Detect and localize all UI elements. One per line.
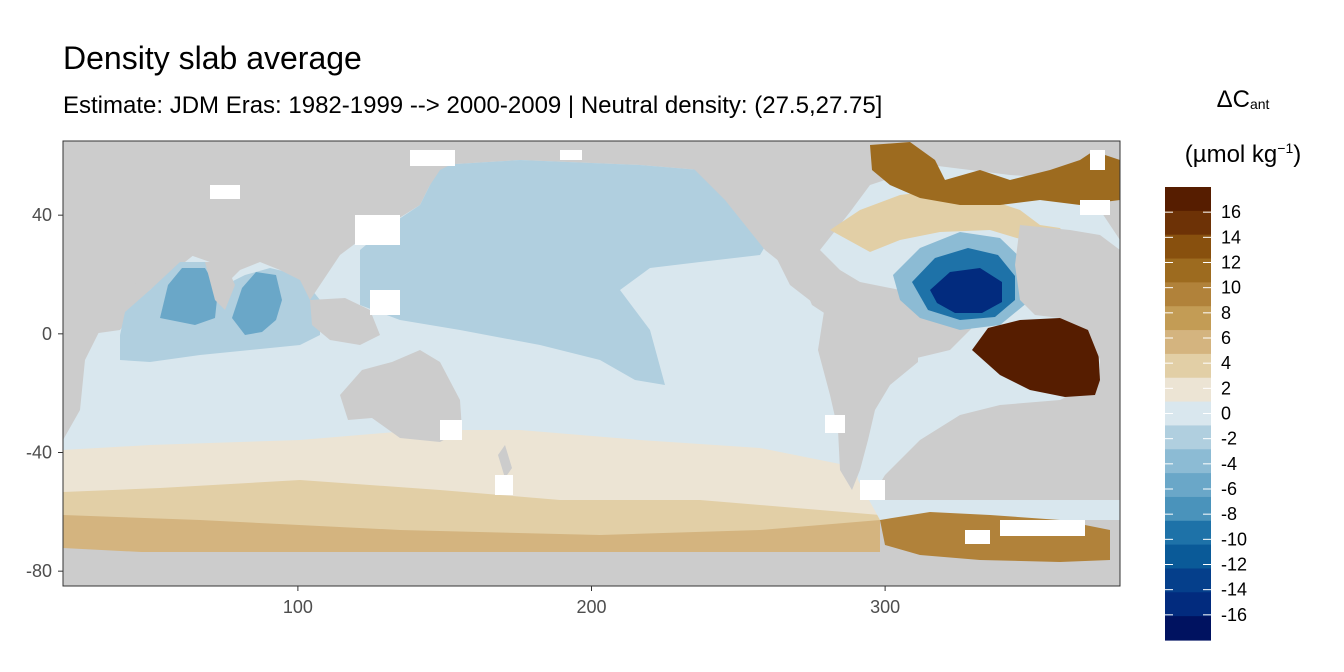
x-tick-label: 300 (870, 597, 900, 617)
north-america (680, 141, 870, 262)
missing-patch (1080, 200, 1110, 215)
legend-color-step (1165, 616, 1211, 641)
north-atlantic-band (830, 190, 1070, 252)
legend-unit: (µmol kg−1) (1168, 140, 1318, 169)
legend-unit-suffix: ) (1293, 141, 1302, 168)
europe-greenland (1000, 141, 1120, 160)
missing-patch (210, 185, 240, 199)
legend-unit-prefix: (µmol kg (1184, 141, 1278, 168)
legend-label: 12 (1221, 253, 1241, 273)
missing-patch (410, 150, 455, 166)
missing-data-patches (210, 150, 1110, 544)
indian-west-basin (160, 268, 218, 325)
missing-patch (1090, 150, 1105, 170)
north-pacific (360, 160, 775, 385)
legend-label: 10 (1221, 278, 1241, 298)
legend-color-step (1165, 187, 1211, 212)
legend-color-step (1165, 425, 1211, 450)
x-tick-label: 100 (283, 597, 313, 617)
legend-unit-superscript: −1 (1277, 140, 1294, 156)
x-tick-label: 200 (576, 597, 606, 617)
legend-label: 2 (1221, 378, 1231, 398)
legend-color-step (1165, 210, 1211, 236)
east-atlantic-positive (972, 318, 1100, 397)
continents (63, 141, 1120, 586)
legend-color-step (1165, 568, 1211, 593)
legend-color-step (1165, 282, 1211, 307)
southeast-asia-islands (310, 298, 380, 345)
legend-label: -14 (1221, 580, 1247, 600)
legend-color-step (1165, 592, 1211, 617)
legend-label: 8 (1221, 303, 1231, 323)
missing-patch (1000, 520, 1085, 536)
indian-east-basin (232, 272, 282, 335)
y-tick-label: 0 (42, 324, 52, 344)
australia (340, 350, 462, 442)
legend-label: -16 (1221, 605, 1247, 625)
legend-label: 16 (1221, 202, 1241, 222)
legend-color-step (1165, 330, 1211, 355)
north-atlantic-high (870, 142, 1120, 205)
legend-color-step (1165, 449, 1211, 474)
india-peninsula (205, 262, 235, 310)
missing-patch (370, 290, 400, 315)
africa-east (1015, 225, 1120, 410)
plot-subtitle: Estimate: JDM Eras: 1982-1999 --> 2000-2… (63, 92, 883, 119)
color-legend: 16 14 12 10 8 6 4 2 0 -2 -4 -6 -8 -10 -12 -14 -16 (1165, 187, 1247, 641)
missing-patch (355, 215, 400, 245)
y-tick-label: -40 (26, 443, 52, 463)
y-tick-label: -80 (26, 561, 52, 581)
legend-label: -8 (1221, 504, 1237, 524)
legend-color-step (1165, 306, 1211, 331)
legend-title-main: ΔC (1216, 86, 1250, 113)
missing-patch (560, 150, 582, 160)
missing-patch (495, 475, 513, 495)
plot-title: Density slab average (63, 40, 362, 76)
legend-label: 6 (1221, 328, 1231, 348)
legend-color-step (1165, 473, 1211, 498)
legend-label: 14 (1221, 227, 1241, 247)
legend-label: -4 (1221, 454, 1237, 474)
antarctica (63, 548, 1120, 586)
legend-label: -12 (1221, 555, 1247, 575)
ocean-field (63, 142, 1120, 562)
missing-patch (440, 420, 462, 440)
missing-patch (860, 480, 885, 500)
map-panel (63, 141, 1120, 586)
legend-color-step (1165, 496, 1211, 522)
legend-label: -10 (1221, 529, 1247, 549)
south-america (818, 300, 918, 490)
legend-title: ΔCant (1168, 86, 1318, 114)
missing-patch (825, 415, 845, 433)
legend-label: -6 (1221, 479, 1237, 499)
atlantic-negative-core (930, 268, 1002, 313)
y-tick-label: 40 (32, 205, 52, 225)
antarctic-shelf (63, 515, 880, 552)
legend-color-step (1165, 520, 1211, 546)
legend-color-step (1165, 377, 1211, 403)
legend-color-step (1165, 234, 1211, 260)
legend-label: -2 (1221, 429, 1237, 449)
legend-label: 4 (1221, 353, 1231, 373)
legend-color-step (1165, 544, 1211, 570)
missing-patch (965, 530, 990, 544)
asia (63, 141, 460, 300)
legend-color-step (1165, 353, 1211, 379)
central-america (775, 255, 825, 302)
legend-title-subscript: ant (1249, 96, 1270, 112)
new-zealand (498, 445, 512, 478)
legend-label: 0 (1221, 404, 1231, 424)
